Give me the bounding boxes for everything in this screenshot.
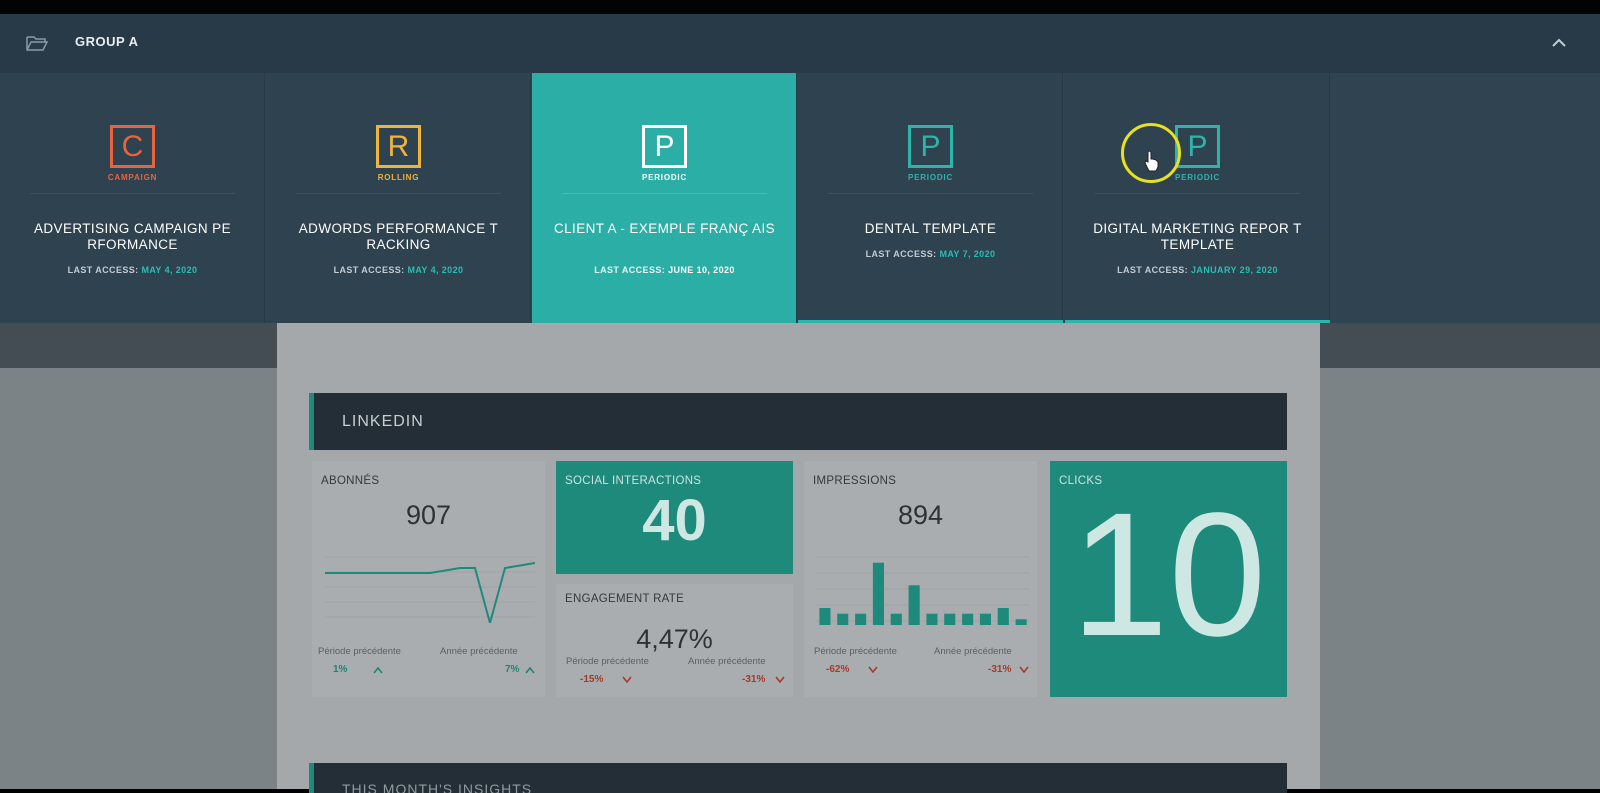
last-access: LAST ACCESS: MAY 4, 2020 <box>333 265 464 275</box>
social-interactions-card: SOCIAL INTERACTIONS 40 <box>556 461 793 574</box>
last-access: LAST ACCESS: MAY 4, 2020 <box>67 265 198 275</box>
bar <box>1015 619 1027 625</box>
card-title: ABONNÉS <box>321 475 380 487</box>
prev-year-label: Année précédente <box>440 646 518 657</box>
report-tile[interactable]: P PERIODIC DENTAL TEMPLATE LAST ACCESS: … <box>798 73 1063 323</box>
arrow-down-icon <box>775 676 785 684</box>
bar <box>872 562 884 625</box>
top-black-bar <box>0 0 1600 14</box>
rolling-badge-icon: R <box>376 125 421 168</box>
card-title: CLICKS <box>1059 475 1103 487</box>
report-name: ADWORDS PERFORMANCE T RACKING <box>298 221 499 252</box>
tile-underline <box>798 320 1063 323</box>
card-value: 4,47% <box>636 624 713 654</box>
hand-pointer-icon <box>1144 150 1159 172</box>
report-type-label: PERIODIC <box>1174 173 1221 182</box>
card-value: 40 <box>642 488 707 553</box>
section-header: LINKEDIN <box>309 393 1287 450</box>
abonnes-card: ABONNÉS 907 Période précédente Année pré… <box>312 461 545 697</box>
report-tile-active[interactable]: P PERIODIC CLIENT A - EXEMPLE FRANÇ AIS … <box>532 73 797 323</box>
empty-tile-slot <box>1332 73 1600 323</box>
campaign-badge-icon: C <box>110 125 155 168</box>
card-title: SOCIAL INTERACTIONS <box>565 475 702 487</box>
line-series <box>325 562 535 623</box>
bar <box>908 585 920 625</box>
prev-period-label: Période précédente <box>814 646 897 657</box>
section-title: LINKEDIN <box>342 413 424 430</box>
card-title: ENGAGEMENT RATE <box>565 593 685 605</box>
bar <box>890 613 902 625</box>
bar <box>962 613 974 625</box>
bar <box>979 613 991 625</box>
divider <box>562 193 767 194</box>
report-tile-hover[interactable]: P PERIODIC DIGITAL MARKETING REPOR T TEM… <box>1065 73 1330 323</box>
impressions-card: IMPRESSIONS 894 Période précédente Année… <box>804 461 1037 697</box>
prev-year-label: Année précédente <box>934 646 1012 657</box>
report-tile[interactable]: R ROLLING ADWORDS PERFORMANCE T RACKING … <box>266 73 531 323</box>
card-title: IMPRESSIONS <box>813 475 897 487</box>
arrow-down-icon <box>622 676 632 684</box>
periodic-badge-icon: P <box>908 125 953 168</box>
bar <box>926 613 938 625</box>
folder-open-icon <box>26 36 48 51</box>
abonnes-line-chart <box>325 556 535 623</box>
divider <box>296 193 501 194</box>
bar <box>837 613 849 625</box>
group-title: GROUP A <box>75 34 139 49</box>
arrow-up-icon <box>525 666 535 674</box>
prev-year-delta: -31% <box>742 674 766 685</box>
impressions-bar-chart <box>816 556 1030 625</box>
report-name: CLIENT A - EXEMPLE FRANÇ AIS <box>553 221 776 236</box>
card-value: 10 <box>1070 477 1267 673</box>
prev-year-delta: -31% <box>988 664 1012 675</box>
divider <box>1095 193 1300 194</box>
report-type-label: ROLLING <box>377 173 420 182</box>
prev-period-label: Période précédente <box>318 646 401 657</box>
last-access: LAST ACCESS: MAY 7, 2020 <box>865 249 996 259</box>
arrow-up-icon <box>373 666 383 674</box>
bar <box>855 613 867 625</box>
card-value: 907 <box>405 500 452 530</box>
bar <box>997 608 1009 625</box>
periodic-badge-icon: P <box>642 125 687 168</box>
prev-period-delta: -62% <box>826 664 850 675</box>
divider <box>30 193 235 194</box>
clicks-card: CLICKS 10 <box>1050 461 1287 697</box>
last-access: LAST ACCESS: JUNE 10, 2020 <box>594 265 735 275</box>
prev-period-delta: -15% <box>580 674 604 685</box>
report-name: DENTAL TEMPLATE <box>864 221 997 236</box>
report-type-label: CAMPAIGN <box>107 173 158 182</box>
engagement-rate-card: ENGAGEMENT RATE 4,47% Période précédente… <box>556 584 793 697</box>
report-type-label: PERIODIC <box>641 173 688 182</box>
card-value: 894 <box>897 500 944 530</box>
section-title: THIS MONTH'S INSIGHTS <box>342 781 533 793</box>
report-tile[interactable]: C CAMPAIGN ADVERTISING CAMPAIGN PE RFORM… <box>0 73 265 323</box>
prev-year-label: Année précédente <box>688 656 766 667</box>
report-type-label: PERIODIC <box>907 173 954 182</box>
periodic-badge-icon: P <box>1175 125 1220 168</box>
prev-year-delta: 7% <box>505 664 520 675</box>
prev-period-delta: 1% <box>333 664 348 675</box>
bar <box>944 613 956 625</box>
last-access: LAST ACCESS: JANUARY 29, 2020 <box>1117 265 1278 275</box>
chevron-up-icon[interactable] <box>1550 36 1568 50</box>
arrow-down-icon <box>1019 666 1029 674</box>
report-name: DIGITAL MARKETING REPOR T TEMPLATE <box>1093 221 1302 252</box>
group-header[interactable]: GROUP A <box>0 14 1600 73</box>
report-tiles: C CAMPAIGN ADVERTISING CAMPAIGN PE RFORM… <box>0 73 1600 323</box>
arrow-down-icon <box>868 666 878 674</box>
click-highlight-ring <box>1121 123 1181 183</box>
bar <box>819 608 831 625</box>
divider <box>828 193 1033 194</box>
prev-period-label: Période précédente <box>566 656 649 667</box>
tile-underline <box>1065 320 1330 323</box>
report-name: ADVERTISING CAMPAIGN PE RFORMANCE <box>34 221 231 252</box>
